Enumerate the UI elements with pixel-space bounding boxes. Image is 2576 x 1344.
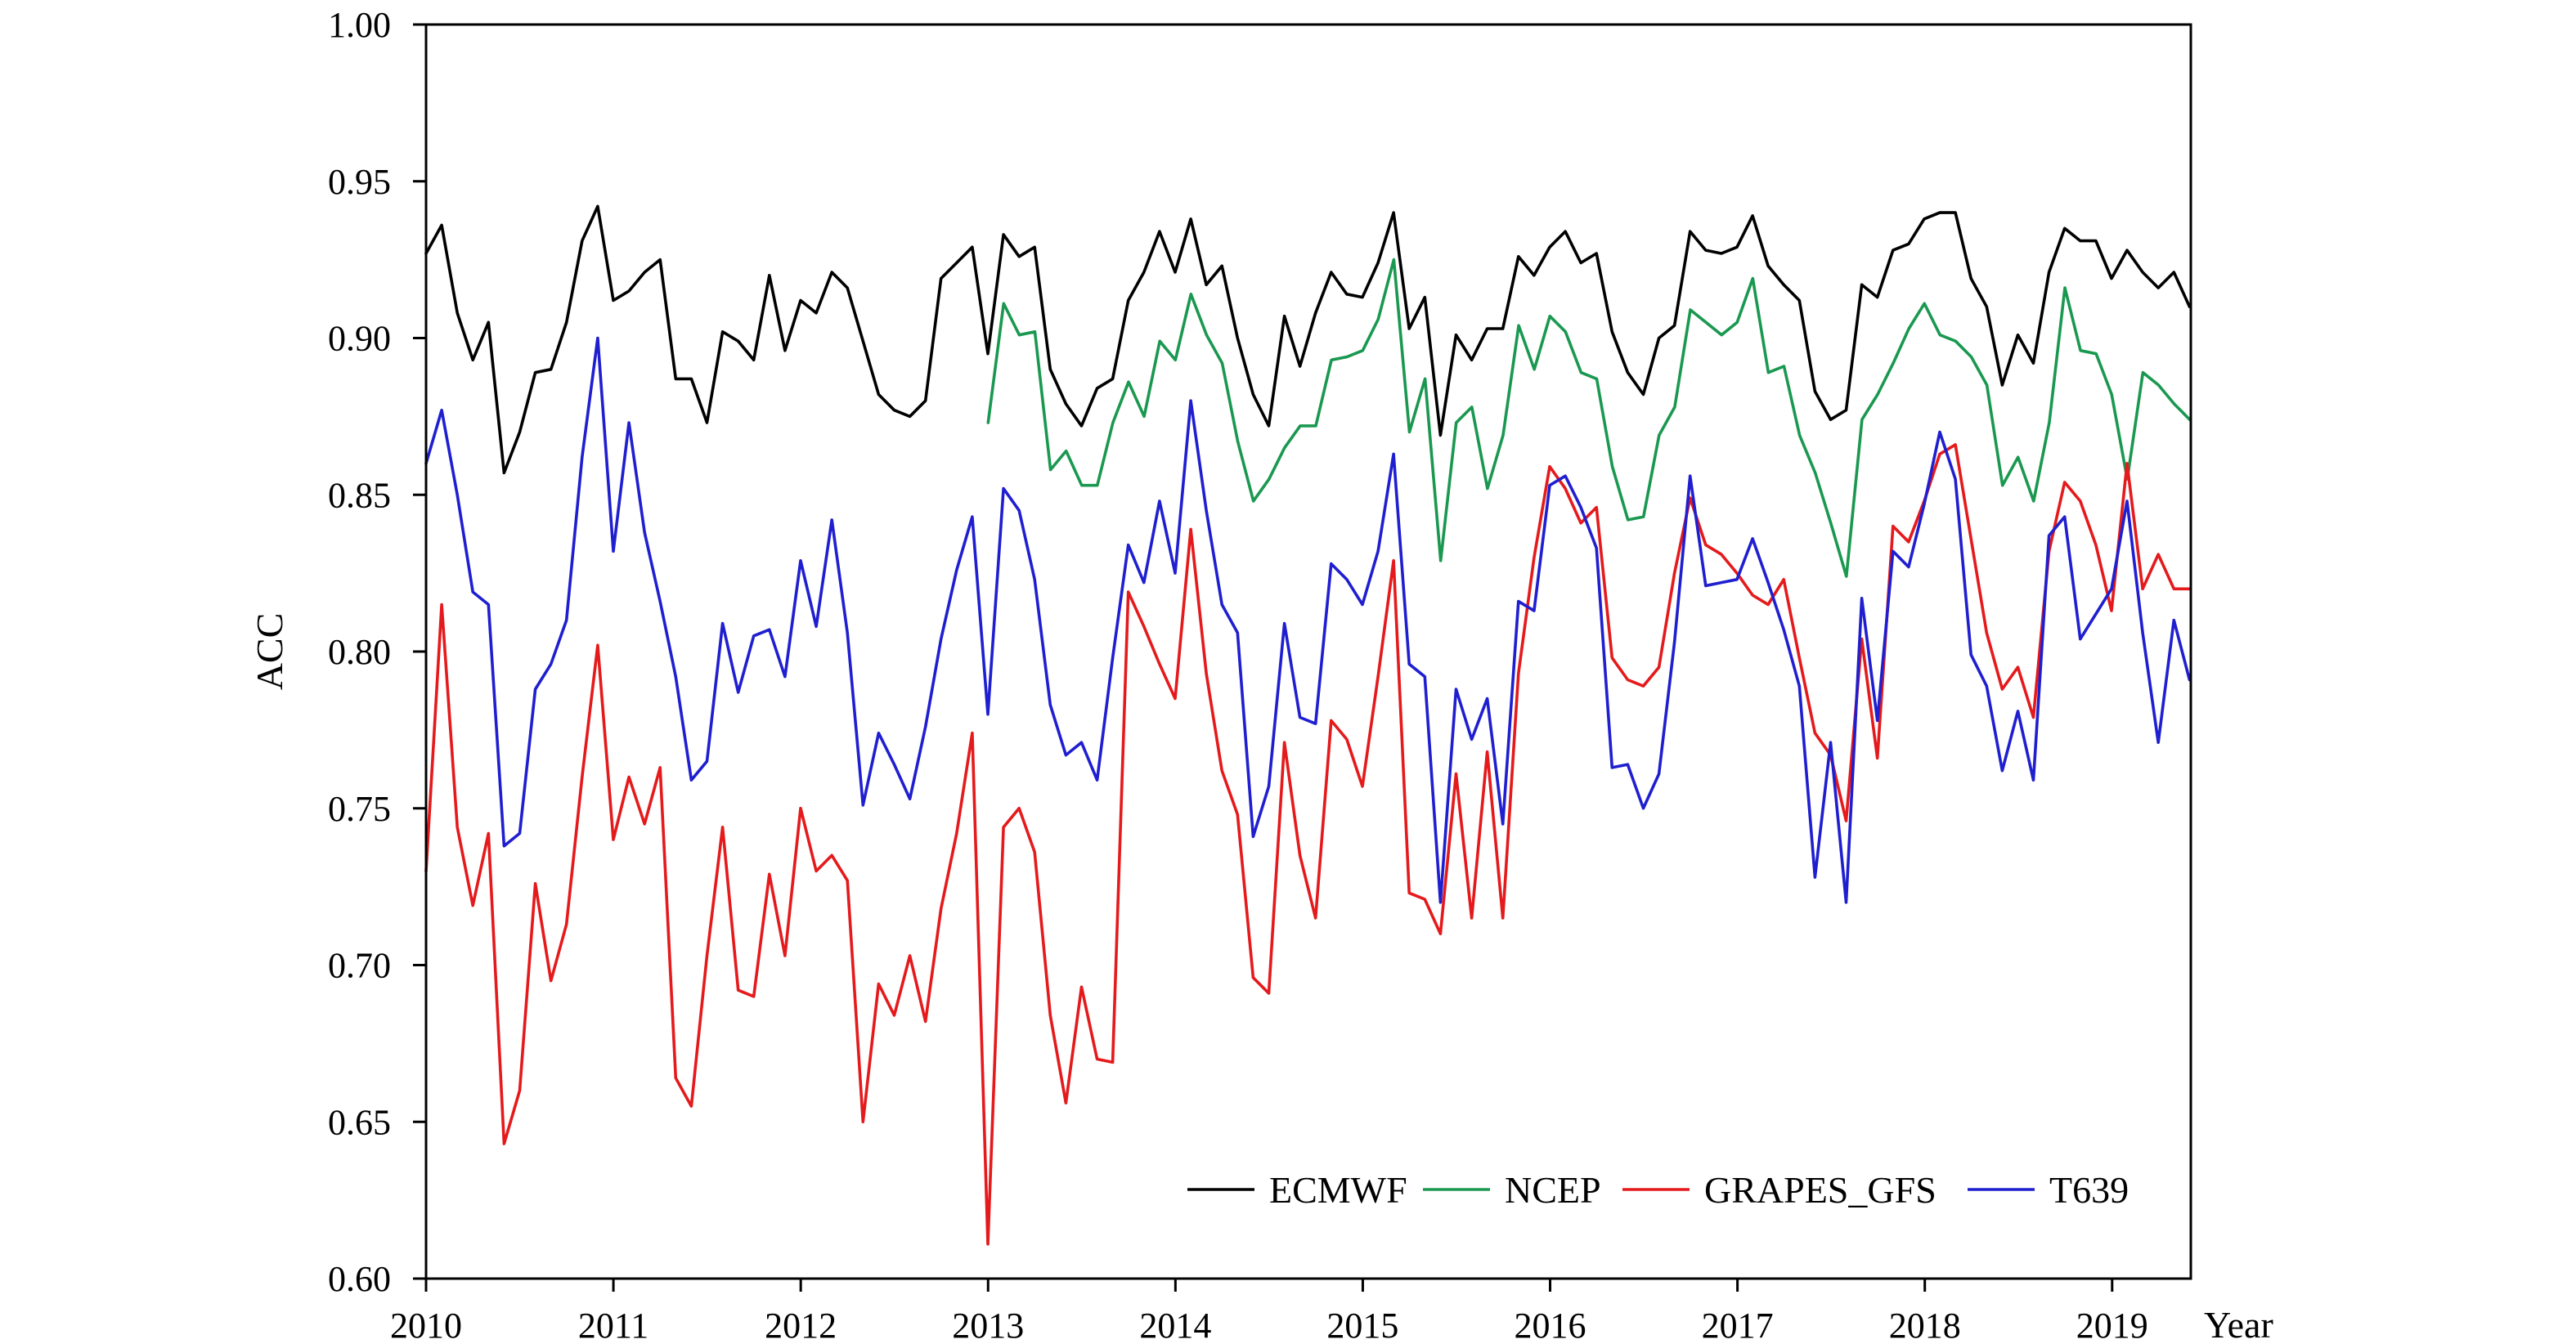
series-line-ecmwf: [424, 204, 2192, 475]
ticks-layer: 2010 2011 2012 2013 2014 2015 2016 2017 2018 2019…: [328, 5, 2148, 1344]
series-layer: [424, 204, 2192, 1246]
x-tick-label: 2015: [1326, 1306, 1398, 1344]
series-line-t639: [424, 336, 2192, 904]
y-tick-label: 1.00: [328, 5, 391, 45]
x-tick-label: 2014: [1139, 1306, 1211, 1344]
x-tick-label: 2019: [2076, 1306, 2148, 1344]
y-tick-label: 0.90: [328, 319, 391, 359]
x-tick-label: 2018: [1889, 1306, 1961, 1344]
series-line-ncep: [986, 258, 2192, 578]
plot-frame: [424, 23, 2192, 1280]
legend: ECMWF NCEP GRAPES_GFS T639: [1187, 1169, 2129, 1211]
y-tick-label: 0.65: [328, 1102, 391, 1142]
x-tick-label: 2010: [390, 1306, 462, 1344]
x-axis-label: Year: [2204, 1304, 2273, 1344]
series-line-grapes-gfs: [424, 443, 2192, 1246]
x-tick-label: 2011: [578, 1306, 648, 1344]
legend-label-ecmwf: ECMWF: [1269, 1169, 1407, 1211]
x-tick-label: 2012: [765, 1306, 837, 1344]
y-tick-label: 0.80: [328, 632, 391, 672]
y-tick-label: 0.75: [328, 789, 391, 829]
y-tick-label: 0.70: [328, 946, 391, 986]
y-tick-label: 0.60: [328, 1259, 391, 1299]
y-tick-label: 0.95: [328, 162, 391, 202]
y-tick-label: 0.85: [328, 475, 391, 515]
y-axis-label: ACC: [249, 613, 290, 691]
legend-label-t639: T639: [2049, 1169, 2129, 1211]
legend-label-grapes-gfs: GRAPES_GFS: [1704, 1169, 1936, 1211]
x-tick-label: 2013: [952, 1306, 1024, 1344]
legend-label-ncep: NCEP: [1505, 1169, 1601, 1211]
x-tick-label: 2016: [1515, 1306, 1586, 1344]
x-tick-label: 2017: [1702, 1306, 1774, 1344]
